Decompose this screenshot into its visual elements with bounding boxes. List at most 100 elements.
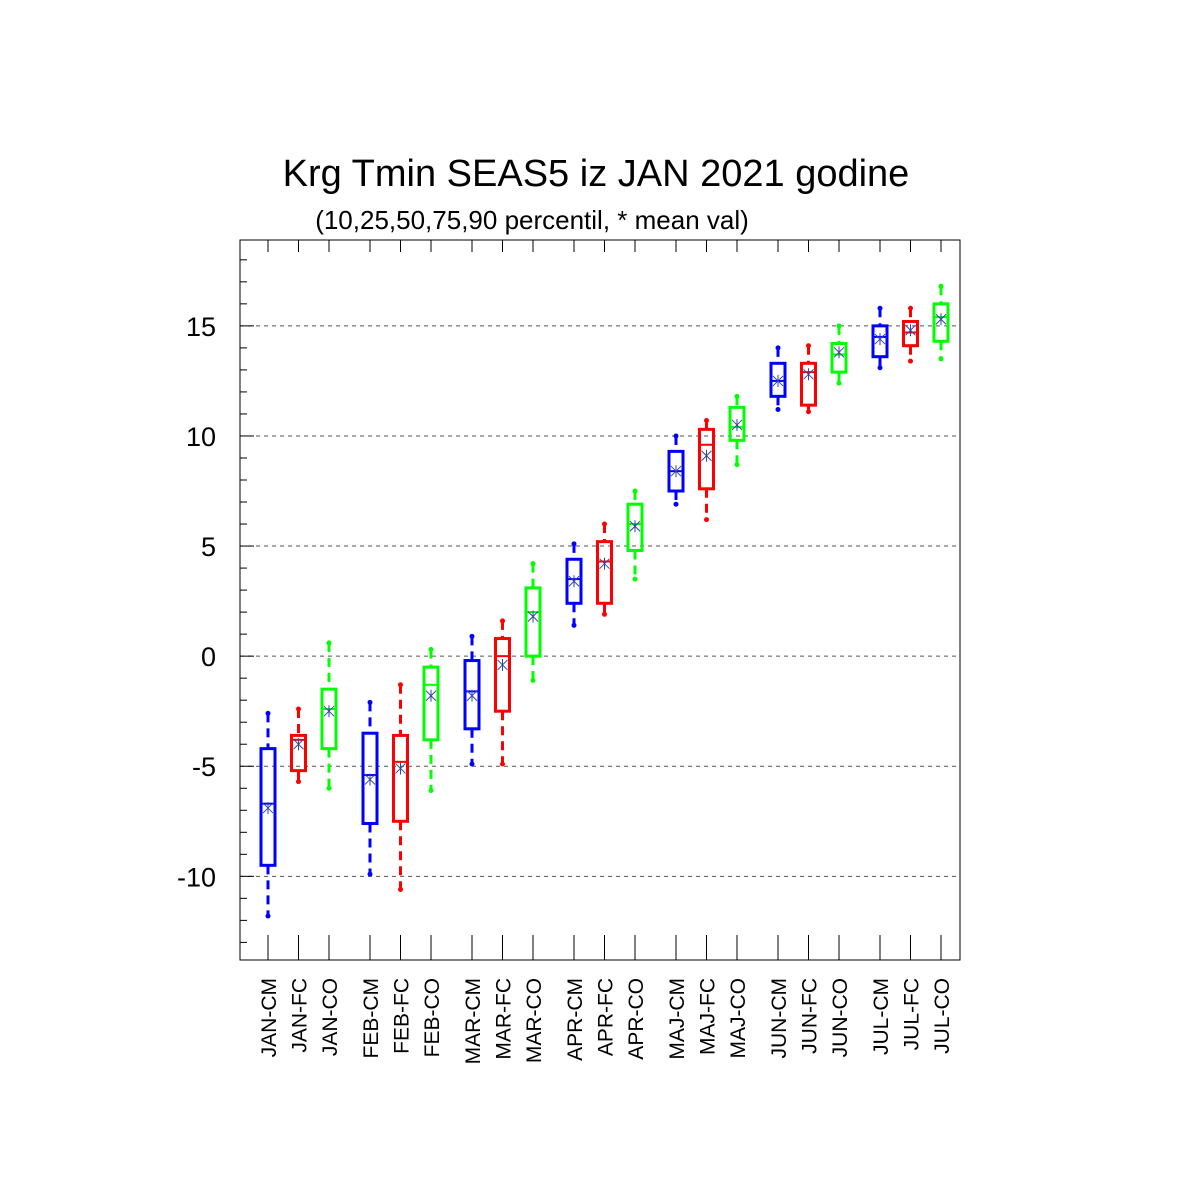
box-jun-co bbox=[830, 323, 848, 386]
mean-marker bbox=[323, 705, 335, 718]
mean-marker bbox=[466, 689, 478, 702]
x-tick-label: JUN-CM bbox=[768, 978, 791, 1058]
mean-marker bbox=[262, 802, 274, 815]
iqr-box bbox=[361, 731, 379, 825]
y-tick-label: 0 bbox=[201, 642, 216, 672]
iqr-box bbox=[565, 557, 583, 605]
x-tick-label: JAN-FC bbox=[289, 978, 312, 1053]
mean-marker bbox=[629, 520, 641, 533]
x-tick-label: MAR-CO bbox=[523, 978, 546, 1063]
mean-marker bbox=[905, 324, 916, 337]
x-tick-label: FEB-CO bbox=[421, 978, 444, 1057]
iqr-box bbox=[259, 747, 277, 867]
box-feb-cm bbox=[361, 699, 379, 877]
chart-title: Krg Tmin SEAS5 iz JAN 2021 godine bbox=[283, 153, 910, 195]
p90-marker bbox=[265, 710, 271, 716]
p90-marker bbox=[530, 561, 536, 567]
x-tick-label: MAR-CM bbox=[462, 978, 485, 1064]
iqr-box bbox=[290, 733, 307, 773]
p90-marker bbox=[673, 433, 679, 439]
iqr-box bbox=[830, 341, 848, 374]
x-tick-label: JUN-CO bbox=[829, 978, 852, 1057]
mean-marker bbox=[425, 689, 437, 702]
p90-marker bbox=[398, 682, 403, 688]
mean-marker bbox=[497, 658, 508, 671]
mean-marker bbox=[803, 368, 814, 381]
mean-marker bbox=[568, 575, 580, 588]
iqr-box bbox=[769, 361, 787, 398]
box-mar-fc bbox=[494, 618, 511, 767]
p90-marker bbox=[734, 393, 740, 399]
y-tick-label: -10 bbox=[177, 862, 216, 892]
p90-marker bbox=[326, 640, 332, 646]
p90-marker bbox=[806, 343, 811, 349]
p10-marker bbox=[908, 358, 913, 364]
box-jul-fc bbox=[902, 305, 919, 364]
p90-marker bbox=[938, 283, 944, 289]
x-tick-label: JUL-FC bbox=[901, 978, 924, 1050]
mean-marker bbox=[935, 313, 947, 326]
p90-marker bbox=[704, 418, 709, 424]
axes: -10 -5 0 5 10 15 JAN-CM JAN-FC JAN-CO FEB-CM FEB-F… bbox=[177, 240, 954, 1064]
p90-marker bbox=[428, 647, 434, 653]
iqr-box bbox=[463, 659, 481, 731]
iqr-box bbox=[392, 733, 409, 823]
iqr-box bbox=[902, 319, 919, 348]
iqr-box bbox=[524, 586, 542, 658]
p10-marker bbox=[571, 622, 577, 628]
chart-subtitle: (10,25,50,75,90 percentil, * mean val) bbox=[315, 205, 749, 235]
p90-marker bbox=[500, 618, 505, 624]
mean-marker bbox=[772, 374, 784, 387]
box-apr-fc bbox=[596, 521, 613, 617]
y-tick-label: 10 bbox=[186, 422, 216, 452]
x-tick-label: JUL-CO bbox=[931, 978, 954, 1054]
p10-marker bbox=[877, 365, 883, 371]
p10-marker bbox=[326, 785, 332, 791]
x-tick-label: FEB-CM bbox=[360, 978, 383, 1059]
p90-marker bbox=[367, 699, 373, 705]
x-tick-label: MAJ-CO bbox=[727, 978, 750, 1059]
p10-marker bbox=[836, 380, 842, 386]
p10-marker bbox=[775, 407, 781, 413]
p10-marker bbox=[500, 761, 505, 767]
box-jul-co bbox=[932, 283, 950, 362]
x-tick-label: MAJ-CM bbox=[666, 978, 689, 1060]
box-jul-cm bbox=[871, 305, 889, 371]
x-tick-label: APR-FC bbox=[595, 978, 618, 1056]
y-tick-label: 5 bbox=[201, 532, 216, 562]
p90-marker bbox=[602, 521, 607, 527]
grid-lines bbox=[240, 325, 960, 877]
box-jun-cm bbox=[769, 345, 787, 413]
mean-marker bbox=[599, 557, 610, 570]
p90-marker bbox=[469, 633, 475, 639]
iqr-box bbox=[871, 324, 889, 359]
box-apr-cm bbox=[565, 541, 583, 628]
x-tick-label: FEB-FC bbox=[391, 978, 414, 1054]
p10-marker bbox=[367, 871, 373, 877]
p90-marker bbox=[775, 345, 781, 351]
x-tick-label: APR-CM bbox=[564, 978, 587, 1061]
mean-marker bbox=[701, 449, 712, 462]
iqr-box bbox=[494, 637, 511, 713]
p10-marker bbox=[704, 517, 709, 523]
box-feb-co bbox=[422, 647, 440, 793]
box-apr-co bbox=[626, 488, 644, 582]
iqr-box bbox=[422, 665, 440, 742]
iqr-box bbox=[932, 302, 950, 343]
iqr-box bbox=[800, 361, 817, 407]
box-jun-fc bbox=[800, 343, 817, 415]
y-tick-label: -5 bbox=[192, 752, 216, 782]
box-series bbox=[259, 283, 950, 919]
y-tick-label: 15 bbox=[186, 312, 216, 342]
p10-marker bbox=[938, 356, 944, 362]
p90-marker bbox=[296, 706, 301, 712]
p10-marker bbox=[632, 576, 638, 582]
mean-marker bbox=[670, 465, 682, 478]
p10-marker bbox=[296, 779, 301, 785]
p90-marker bbox=[877, 305, 883, 311]
mean-marker bbox=[293, 738, 304, 751]
mean-marker bbox=[395, 762, 406, 775]
box-jan-fc bbox=[290, 706, 307, 785]
iqr-box bbox=[728, 405, 746, 442]
p90-marker bbox=[632, 488, 638, 494]
